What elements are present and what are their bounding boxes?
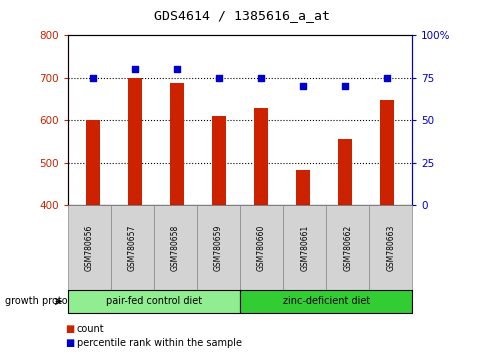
Point: [89, 75, 97, 81]
Text: growth protocol: growth protocol: [5, 296, 81, 307]
Text: percentile rank within the sample: percentile rank within the sample: [76, 338, 241, 348]
Bar: [86, 120, 100, 205]
Point: [340, 84, 348, 89]
Text: GSM780661: GSM780661: [300, 225, 308, 271]
Point: [382, 75, 390, 81]
Bar: [169, 83, 184, 205]
Text: ■: ■: [65, 324, 75, 333]
Bar: [379, 100, 393, 205]
Bar: [127, 78, 142, 205]
Text: ■: ■: [65, 338, 75, 348]
Point: [131, 67, 139, 72]
Bar: [212, 116, 226, 205]
Text: count: count: [76, 324, 104, 333]
Point: [173, 67, 181, 72]
Point: [299, 84, 306, 89]
Text: zinc-deficient diet: zinc-deficient diet: [282, 296, 369, 307]
Point: [215, 75, 223, 81]
Bar: [253, 108, 268, 205]
Text: GSM780657: GSM780657: [128, 224, 136, 271]
Text: GDS4614 / 1385616_a_at: GDS4614 / 1385616_a_at: [154, 9, 330, 22]
Text: GSM780660: GSM780660: [257, 224, 266, 271]
Text: GSM780658: GSM780658: [171, 225, 180, 271]
Point: [257, 75, 264, 81]
Bar: [295, 171, 310, 205]
Text: GSM780659: GSM780659: [213, 224, 223, 271]
Text: GSM780662: GSM780662: [343, 225, 351, 271]
Text: pair-fed control diet: pair-fed control diet: [106, 296, 202, 307]
Bar: [337, 139, 352, 205]
Text: GSM780663: GSM780663: [385, 224, 394, 271]
Text: GSM780656: GSM780656: [85, 224, 94, 271]
